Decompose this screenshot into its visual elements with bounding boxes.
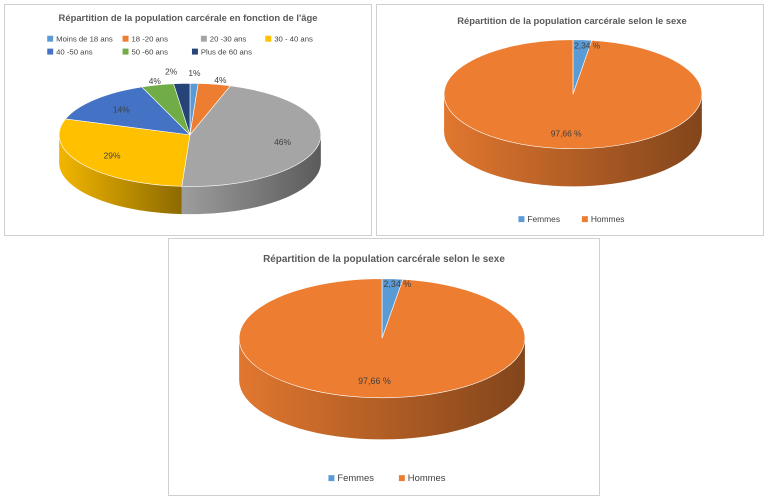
legend: Moins de 18 ans 18 -20 ans 20 -30 ans 30 - … xyxy=(47,35,313,57)
pie-side-walls xyxy=(239,338,525,440)
legend-entry-plus-de-60-ans: Plus de 60 ans xyxy=(201,48,252,57)
data-label-40-50-ans: 14% xyxy=(113,104,130,114)
sex-pie-chart-panel-bottom: Répartition de la population carcérale s… xyxy=(168,238,600,496)
legend-swatch-femmes xyxy=(328,475,335,482)
data-label-hommes: 97,66 % xyxy=(358,376,391,386)
legend-swatch-50-60-ans xyxy=(122,48,129,55)
data-label-plus-de-60-ans: 2% xyxy=(165,66,178,76)
legend-entry-hommes: Hommes xyxy=(591,214,625,224)
data-label-20-30-ans: 46% xyxy=(274,137,291,147)
sex-pie-chart-top: Répartition de la population carcérale s… xyxy=(443,15,703,224)
pie-slice-hommes xyxy=(443,39,703,150)
legend-swatch-femmes xyxy=(518,216,525,223)
sex-pie-chart-panel-top: Répartition de la population carcérale s… xyxy=(376,4,764,236)
age-pie-chart-panel: Répartition de la population carcérale e… xyxy=(4,4,372,236)
pie-side-hommes xyxy=(444,94,702,187)
pie-slice-plus-de-60-ans xyxy=(173,83,191,135)
legend-entry-30-40-ans: 30 - 40 ans xyxy=(274,35,313,44)
pie-side-30-40-ans xyxy=(59,134,182,215)
legend-entry-20-30-ans: 20 -30 ans xyxy=(210,35,247,44)
data-labels: 2,34 % 97,66 % xyxy=(358,279,411,386)
legend-entry-40-50-ans: 40 -50 ans xyxy=(56,48,93,57)
chart-title: Répartition de la population carcérale s… xyxy=(457,15,686,26)
legend: Femmes Hommes xyxy=(328,472,446,483)
pie-slices xyxy=(238,278,526,399)
legend-entry-hommes: Hommes xyxy=(408,472,446,483)
chart-title: Répartition de la population carcérale e… xyxy=(59,12,318,23)
legend-swatch-18-20-ans xyxy=(122,35,129,42)
chart-title: Répartition de la population carcérale s… xyxy=(263,254,505,265)
legend-entry-femmes: Femmes xyxy=(527,214,560,224)
age-pie-chart: Répartition de la population carcérale e… xyxy=(47,12,322,215)
pie-slices xyxy=(443,39,703,150)
data-label-femmes: 2,34 % xyxy=(383,279,411,289)
legend-entry-18-20-ans: 18 -20 ans xyxy=(131,35,168,44)
legend-entry-50-60-ans: 50 -60 ans xyxy=(131,48,168,57)
data-label-moins-de-18-ans: 1% xyxy=(188,68,201,78)
pie-side-walls xyxy=(444,94,702,187)
data-label-hommes: 97,66 % xyxy=(551,128,582,138)
pie-slice-30-40-ans xyxy=(58,118,191,187)
legend-swatch-plus-de-60-ans xyxy=(191,48,198,55)
pie-slices xyxy=(58,83,322,187)
legend-swatch-40-50-ans xyxy=(47,48,54,55)
legend-swatch-20-30-ans xyxy=(200,35,207,42)
pie-side-hommes xyxy=(239,338,525,440)
pie-slice-20-30-ans xyxy=(181,85,322,187)
legend-swatch-moins-de-18-ans xyxy=(47,35,54,42)
pie-side-20-30-ans xyxy=(181,134,321,215)
data-label-50-60-ans: 4% xyxy=(149,76,162,86)
sex-pie-chart-bottom: Répartition de la population carcérale s… xyxy=(238,254,526,483)
legend-entry-moins-de-18-ans: Moins de 18 ans xyxy=(56,35,113,44)
pie-slice-40-50-ans xyxy=(64,86,191,136)
data-labels: 1%4%46%29%14%4%2% xyxy=(104,66,292,160)
legend-swatch-30-40-ans xyxy=(265,35,272,42)
legend-entry-femmes: Femmes xyxy=(337,472,374,483)
data-label-18-20-ans: 4% xyxy=(214,75,227,85)
data-labels: 2,34 % 97,66 % xyxy=(551,40,601,138)
pie-side-walls xyxy=(59,134,321,215)
pie-slice-hommes xyxy=(238,278,526,399)
data-label-30-40-ans: 29% xyxy=(104,151,121,161)
legend-swatch-hommes xyxy=(581,216,588,223)
legend-swatch-hommes xyxy=(398,475,405,482)
data-label-femmes: 2,34 % xyxy=(574,40,601,50)
legend: Femmes Hommes xyxy=(518,214,624,224)
